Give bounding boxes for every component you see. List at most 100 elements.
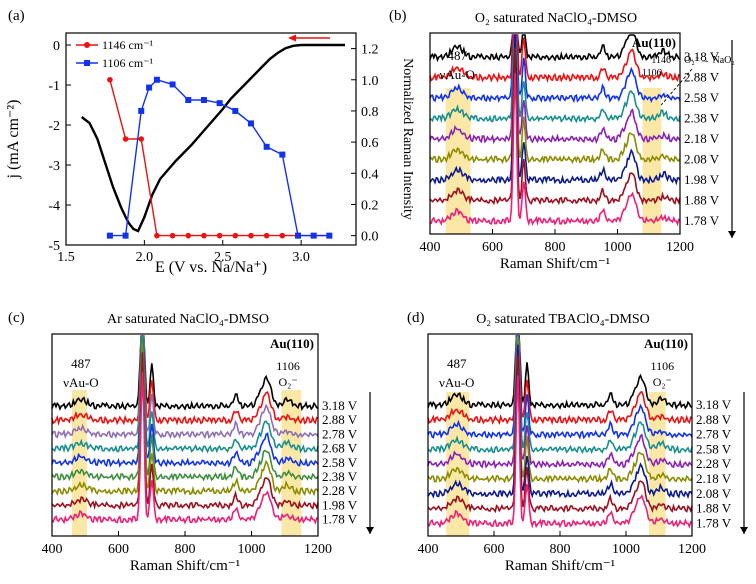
x-tick-label-2: 2.5: [214, 250, 232, 265]
panel-d-peak-label: 487: [447, 356, 467, 371]
panel-c-title: Ar saturated NaClO₄-DMSO: [107, 312, 269, 327]
spectrum-d-1: [427, 335, 693, 426]
potential-label-c-6: 2.28 V: [322, 483, 358, 498]
spectrum-d-6: [427, 344, 693, 500]
spectrum-d-2: [427, 335, 693, 440]
potential-label-b-6: 1.98 V: [684, 172, 720, 187]
spectrum-b-5: [429, 34, 681, 165]
y-right-tick-label-2: 0.4: [361, 167, 379, 182]
series-2-point-6: [185, 97, 192, 104]
x-tick-label-d-0: 400: [418, 542, 439, 557]
panel-d-peak-sub: νAu-O: [439, 375, 474, 390]
series-2-point-4: [153, 76, 160, 83]
potential-label-c-8: 1.78 V: [322, 512, 358, 527]
series-2-point-14: [310, 232, 317, 239]
panel-b-peak-label: 487: [447, 48, 467, 63]
potential-label-d-5: 2.18 V: [696, 471, 732, 486]
panel-b-title: O₂ saturated NaClO₄-DMSO: [475, 11, 637, 26]
spectrum-c-2: [51, 335, 319, 440]
x-tick-label-b-0: 400: [420, 240, 441, 255]
potential-label-c-1: 2.88 V: [322, 412, 358, 427]
panel-d-potential-arrow-head: [740, 527, 748, 534]
spectrum-b-6: [429, 34, 681, 186]
spectrum-c-0: [51, 335, 319, 412]
series-1-point-7: [216, 232, 223, 239]
x-tick-label-d-3: 1000: [612, 542, 640, 557]
x-tick-label-0: 1.5: [57, 250, 75, 265]
spectrum-d-0: [427, 335, 693, 411]
scan-arrow-head: [288, 34, 296, 42]
series-2-point-1: [122, 232, 129, 239]
spectrum-d-8: [427, 375, 693, 529]
highlight-band-1: [281, 390, 302, 536]
series-2-point-2: [138, 107, 145, 114]
y-right-tick-label-1: 0.2: [361, 198, 379, 213]
panel-b: (b) O₂ saturated NaClO₄-DMSO 3.18 V 2.88 …: [389, 8, 736, 272]
panel-c-peak-label: 487: [71, 356, 91, 371]
series-1-point-10: [263, 232, 270, 239]
potential-label-b-4: 2.18 V: [684, 131, 720, 146]
spectrum-b-7: [429, 47, 681, 206]
series-line-2: [109, 79, 330, 237]
series-1-point-8: [232, 232, 239, 239]
y-right-tick-label-4: 0.8: [361, 105, 379, 120]
series-1-point-1: [122, 136, 129, 142]
panel-c-peak-sub: νAu-O: [63, 375, 98, 390]
potential-label-d-6: 2.08 V: [696, 486, 732, 501]
series-2-point-8: [216, 100, 223, 107]
spectrum-b-0: [429, 34, 681, 63]
legend-1146-label: 1146 cm⁻¹: [102, 38, 154, 52]
x-tick-label-3: 3.0: [292, 250, 310, 265]
spectrum-c-8: [51, 371, 319, 525]
y-right-tick-label-5: 1.0: [361, 74, 379, 89]
panel-a: (a) E (V vs. Na/Na⁺) j (mA cm⁻²) Normali…: [5, 8, 415, 276]
y-tick-label-3: -3: [48, 159, 60, 174]
x-tick-label-c-1: 600: [108, 542, 129, 557]
panel-c-potential-arrow-head: [366, 527, 374, 534]
y-tick-label-4: -4: [48, 199, 60, 214]
spectrum-b-4: [429, 34, 681, 145]
panel-d-ann-o2: O₂⁻: [653, 375, 672, 389]
panel-d-xlabel: Raman Shift/cm⁻¹: [505, 558, 615, 574]
series-2-point-12: [279, 151, 286, 158]
panel-c-ann-o2: O₂⁻: [278, 375, 297, 389]
potential-label-c-3: 2.68 V: [322, 441, 358, 456]
legend-1106-marker: [84, 60, 90, 66]
potential-label-d-8: 1.78 V: [696, 515, 732, 530]
potential-label-b-0: 3.18 V: [684, 49, 720, 64]
spectrum-d-3: [427, 334, 693, 455]
panel-b-potential-arrow-head: [728, 231, 736, 238]
x-tick-label-c-0: 400: [42, 542, 63, 557]
panel-a-ylabel: j (mA cm⁻²): [5, 99, 22, 179]
y-tick-label-1: -1: [48, 79, 60, 94]
series-2-point-3: [146, 84, 153, 91]
x-tick-label-b-1: 600: [482, 240, 503, 255]
series-1-point-11: [279, 232, 286, 239]
panel-d: (d) O₂ saturated TBAClO₄-DMSO 3.18 V2.88…: [407, 310, 748, 574]
panel-b-peak-sub: νAu-O: [439, 67, 474, 82]
panel-b-xlabel: Raman Shift/cm⁻¹: [500, 256, 610, 272]
spectrum-c-6: [51, 342, 319, 497]
spectrum-c-5: [51, 335, 319, 482]
x-tick-label-b-4: 1200: [666, 240, 694, 255]
series-2-point-11: [263, 143, 270, 150]
series-2-point-0: [106, 232, 113, 239]
panel-c-surface: Au(110): [270, 336, 314, 351]
series-1-point-6: [201, 232, 207, 239]
x-tick-label-c-3: 1000: [238, 542, 266, 557]
panel-a-ylabel-right: Normalized Raman Intensity: [400, 58, 415, 220]
panel-d-title: O₂ saturated TBAClO₄-DMSO: [476, 312, 650, 327]
series-2-point-9: [232, 107, 239, 114]
potential-label-b-1: 2.88 V: [684, 70, 720, 85]
spectrum-c-7: [51, 352, 319, 511]
potential-label-b-2: 2.58 V: [684, 90, 720, 105]
panel-b-reaction-pointer: [660, 68, 693, 106]
panel-c: (c) Ar saturated NaClO₄-DMSO 3.18 V2.88 …: [8, 310, 374, 574]
panel-c-ann-1106: 1106: [276, 359, 300, 373]
spectrum-d-4: [427, 335, 693, 470]
potential-label-d-2: 2.78 V: [696, 427, 732, 442]
potential-label-d-7: 1.88 V: [696, 501, 732, 516]
x-tick-label-d-4: 1200: [678, 542, 706, 557]
panel-b-ann-1106: 1106: [642, 68, 662, 79]
